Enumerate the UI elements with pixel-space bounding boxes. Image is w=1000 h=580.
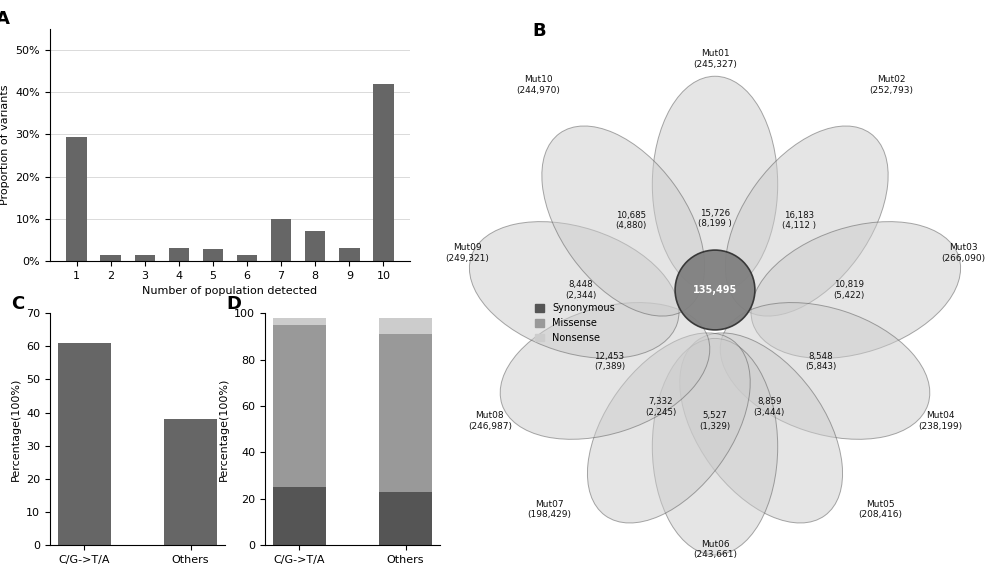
Bar — [66, 136, 87, 261]
Text: 10,819
(5,422): 10,819 (5,422) — [833, 280, 865, 300]
Bar — [164, 419, 217, 545]
Bar — [58, 343, 111, 545]
Ellipse shape — [680, 333, 843, 523]
Legend: Synonymous, Missense, Nonsense: Synonymous, Missense, Nonsense — [531, 299, 619, 347]
Text: 8,448
(2,344): 8,448 (2,344) — [565, 280, 597, 300]
Text: B: B — [533, 22, 546, 40]
Text: 5,527
(1,329): 5,527 (1,329) — [699, 411, 731, 431]
Bar — [273, 325, 326, 487]
Text: Mut07
(198,429): Mut07 (198,429) — [528, 500, 572, 519]
Y-axis label: Proportion of variants: Proportion of variants — [0, 85, 10, 205]
Bar — [100, 255, 121, 261]
Text: Mut06
(243,661): Mut06 (243,661) — [693, 539, 737, 559]
Text: Mut09
(249,321): Mut09 (249,321) — [445, 243, 489, 263]
Ellipse shape — [725, 126, 888, 316]
Bar — [237, 255, 257, 261]
Text: 8,859
(3,444): 8,859 (3,444) — [754, 397, 785, 416]
Text: Mut02
(252,793): Mut02 (252,793) — [870, 75, 914, 95]
Text: C: C — [12, 295, 25, 313]
Text: 16,183
(4,112 ): 16,183 (4,112 ) — [782, 211, 816, 230]
X-axis label: Number of population detected: Number of population detected — [142, 287, 318, 296]
Text: Mut03
(266,090): Mut03 (266,090) — [941, 243, 985, 263]
Bar — [379, 492, 432, 545]
Text: 135,495: 135,495 — [693, 285, 737, 295]
Ellipse shape — [652, 339, 778, 555]
Ellipse shape — [751, 222, 961, 358]
Bar — [203, 249, 223, 261]
Text: Mut05
(208,416): Mut05 (208,416) — [858, 500, 902, 519]
Text: Mut04
(238,199): Mut04 (238,199) — [918, 411, 962, 431]
Bar — [273, 318, 326, 325]
Y-axis label: Percentage(100%): Percentage(100%) — [219, 378, 229, 481]
Bar — [379, 334, 432, 492]
Text: 7,332
(2,245): 7,332 (2,245) — [645, 397, 676, 416]
Text: 10,685
(4,880): 10,685 (4,880) — [615, 211, 646, 230]
Text: 12,453
(7,389): 12,453 (7,389) — [594, 351, 625, 371]
Text: 8,548
(5,843): 8,548 (5,843) — [805, 351, 836, 371]
Text: Mut08
(246,987): Mut08 (246,987) — [468, 411, 512, 431]
Text: 15,726
(8,199 ): 15,726 (8,199 ) — [698, 209, 732, 229]
Ellipse shape — [469, 222, 679, 358]
Bar — [273, 487, 326, 545]
Bar — [379, 318, 432, 334]
Text: A: A — [0, 10, 10, 28]
Text: D: D — [226, 295, 242, 313]
Text: Mut01
(245,327): Mut01 (245,327) — [693, 49, 737, 69]
Ellipse shape — [720, 303, 930, 439]
Ellipse shape — [587, 333, 750, 523]
Ellipse shape — [500, 303, 710, 439]
Circle shape — [675, 250, 755, 330]
Ellipse shape — [542, 126, 705, 316]
Bar — [339, 248, 360, 261]
Y-axis label: Percentage(100%): Percentage(100%) — [11, 378, 21, 481]
Bar — [169, 248, 189, 261]
Bar — [373, 84, 394, 261]
Text: Mut10
(244,970): Mut10 (244,970) — [516, 75, 560, 95]
Bar — [305, 231, 325, 261]
Bar — [271, 219, 291, 261]
Ellipse shape — [652, 76, 778, 293]
Bar — [135, 255, 155, 261]
